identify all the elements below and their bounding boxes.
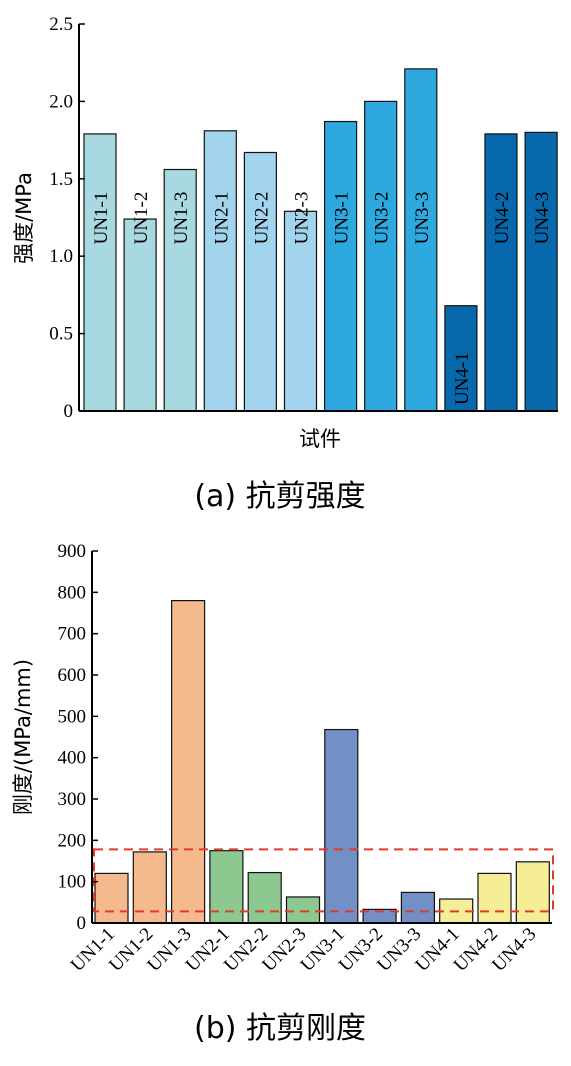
bar-un2-2 <box>247 871 282 924</box>
bar-label: UN3-1 <box>332 192 353 245</box>
y-tick-label: 0.5 <box>49 324 73 345</box>
bar-un4-1 <box>444 305 478 412</box>
shear-stiffness-panel: 0 100 200 300 400 500 600 700 800 900 UN1-1UN1-2U… <box>11 541 554 1046</box>
bar-un3-3 <box>400 891 435 924</box>
bar-un1-3 <box>163 168 197 412</box>
bar-label: UN2-1 <box>211 192 232 245</box>
bar-un1-1 <box>94 872 129 924</box>
y-ticks-a: 0 0.5 1.0 1.5 2.0 2.5 <box>49 14 85 422</box>
bar-un2-3 <box>283 210 318 412</box>
bar-un2-2 <box>243 151 277 412</box>
bar-un2-3 <box>285 896 321 924</box>
y-tick-label: 800 <box>58 582 87 603</box>
x-tick-label: UN4-3 <box>488 924 540 976</box>
y-tick-label: 1.5 <box>49 169 73 190</box>
bar-un1-2 <box>123 218 157 412</box>
bar-un3-1 <box>324 728 359 924</box>
shear-stiffness-bars <box>94 599 550 924</box>
bar-label: UN1-3 <box>171 192 192 245</box>
bar-un2-1 <box>203 130 237 412</box>
bar-label: UN4-1 <box>452 352 473 405</box>
y-tick-label: 400 <box>58 748 87 769</box>
y-tick-label: 0 <box>77 913 87 934</box>
bar-un4-2 <box>484 133 518 412</box>
y-tick-label: 100 <box>58 872 87 893</box>
bar-un4-3 <box>515 861 550 924</box>
y-axis-label-a: 强度/MPa <box>12 172 36 264</box>
y-tick-label: 900 <box>58 541 87 562</box>
bar-un4-2 <box>477 872 512 924</box>
shear-strength-bars: UN1-1 UN1-2 UN1-3 UN2-1 UN2-2 UN2-3 UN3-1 UN3-2… <box>83 68 558 412</box>
bar-un4-3 <box>524 131 558 412</box>
y-tick-label: 2.5 <box>49 14 73 35</box>
bar-un1-3 <box>171 599 206 924</box>
y-tick-label: 600 <box>58 665 87 686</box>
x-axis-label-a: 试件 <box>299 427 341 451</box>
bar-un3-3 <box>404 68 438 412</box>
bar-un1-1 <box>83 133 117 412</box>
y-tick-label: 500 <box>58 706 87 727</box>
x-tick-labels-b: UN1-1UN1-2UN1-3UN2-1UN2-2UN2-3UN3-1UN3-2… <box>67 924 540 976</box>
caption-a: (a) 抗剪强度 <box>194 479 365 514</box>
bar-label: UN1-2 <box>131 192 152 245</box>
bar-label: UN2-3 <box>292 192 313 245</box>
y-tick-label: 0 <box>64 401 74 422</box>
shear-strength-panel: UN1-1 UN1-2 UN1-3 UN2-1 UN2-2 UN2-3 UN3-1 UN3-2… <box>12 14 558 514</box>
y-tick-label: 200 <box>58 830 87 851</box>
bar-label: UN1-1 <box>91 192 112 245</box>
y-tick-label: 1.0 <box>49 246 73 267</box>
bar-label: UN4-3 <box>532 192 553 245</box>
y-tick-label: 700 <box>58 624 87 645</box>
y-tick-label: 300 <box>58 789 87 810</box>
y-axis-label-b: 刚度/(MPa/mm) <box>11 659 35 815</box>
highlight-band <box>93 848 554 913</box>
bar-un3-1 <box>324 120 358 412</box>
bar-label: UN3-3 <box>412 192 433 245</box>
y-ticks-b: 0 100 200 300 400 500 600 700 800 900 <box>58 541 98 934</box>
bar-label: UN2-2 <box>251 192 272 245</box>
bar-label: UN3-2 <box>372 192 393 245</box>
y-tick-label: 2.0 <box>49 91 73 112</box>
bar-label: UN4-2 <box>492 192 513 245</box>
caption-b: (b) 抗剪刚度 <box>194 1011 366 1046</box>
bar-un3-2 <box>364 100 398 412</box>
